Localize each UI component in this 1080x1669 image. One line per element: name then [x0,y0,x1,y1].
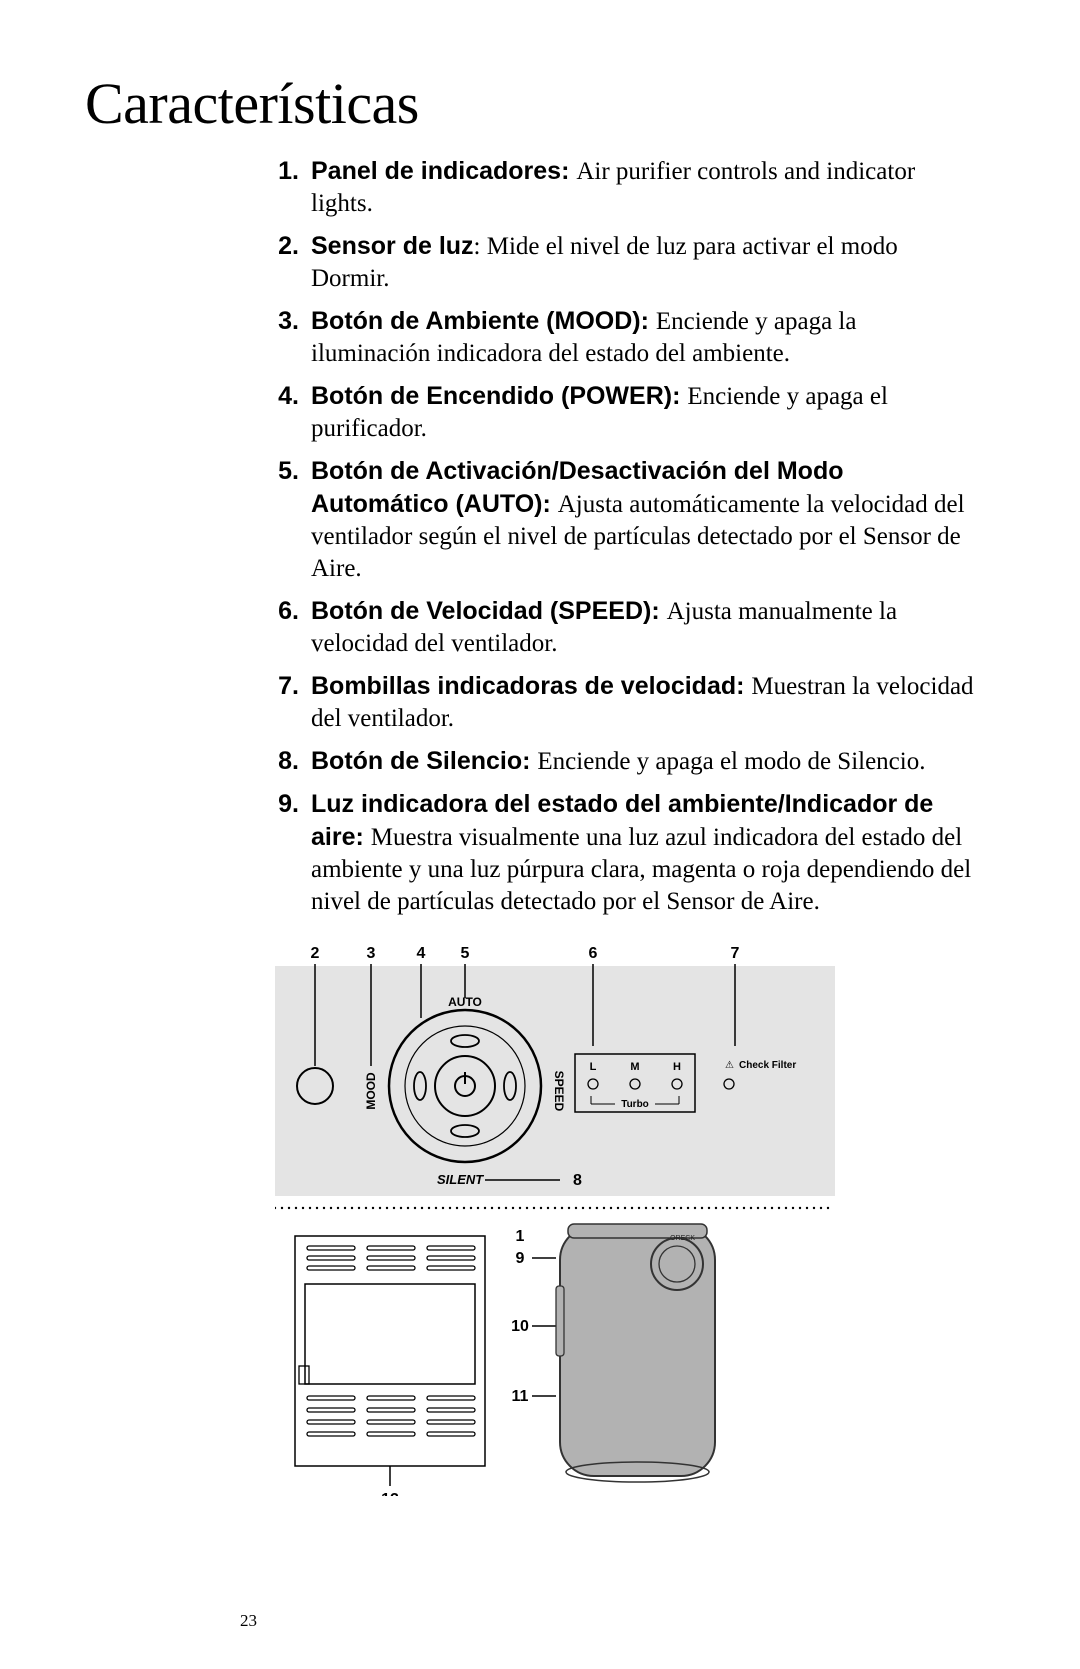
svg-text:Check Filter: Check Filter [739,1060,796,1071]
svg-text:9: 9 [516,1250,525,1267]
page-number: 23 [240,1611,257,1631]
feature-item-number: 3. [275,305,311,370]
svg-text:6: 6 [589,945,598,962]
svg-text:MOOD: MOOD [364,1072,378,1110]
feature-item-body: Botón de Velocidad (SPEED): Ajusta manua… [311,595,975,660]
feature-item-number: 5. [275,455,311,585]
feature-item-label: Bombillas indicadoras de velocidad: [311,672,751,700]
svg-text:H: H [673,1061,681,1073]
feature-item-number: 6. [275,595,311,660]
feature-item-body: Botón de Activación/Desactivación del Mo… [311,455,975,585]
feature-item-label: Botón de Silencio: [311,747,537,775]
feature-item-number: 9. [275,788,311,918]
svg-text:⚠: ⚠ [725,1060,734,1071]
svg-text:M: M [630,1061,639,1073]
svg-text:1: 1 [516,1228,525,1245]
svg-text:SPEED: SPEED [552,1071,566,1112]
feature-list: 1.Panel de indicadores: Air purifier con… [275,155,975,918]
control-panel-diagram: 2 3 4 5 6 7 MOOD AUTO SPEED SILENT 8 L M H Turbo ⚠ Check… [275,936,915,1496]
feature-item-body: Luz indicadora del estado del ambiente/I… [311,788,975,918]
feature-item-number: 8. [275,745,311,778]
svg-text:3: 3 [367,945,376,962]
feature-item: 4.Botón de Encendido (POWER): Enciende y… [275,380,975,445]
feature-item-number: 1. [275,155,311,220]
feature-item-body: Sensor de luz: Mide el nivel de luz para… [311,230,975,295]
feature-item: 2.Sensor de luz: Mide el nivel de luz pa… [275,230,975,295]
svg-text:ORECK: ORECK [670,1235,695,1242]
feature-item: 7.Bombillas indicadoras de velocidad: Mu… [275,670,975,735]
svg-text:SILENT: SILENT [437,1172,484,1187]
feature-item-body: Bombillas indicadoras de velocidad: Mues… [311,670,975,735]
svg-text:5: 5 [461,945,470,962]
feature-item: 1.Panel de indicadores: Air purifier con… [275,155,975,220]
feature-item: 9.Luz indicadora del estado del ambiente… [275,788,975,918]
diagram-area: 2 3 4 5 6 7 MOOD AUTO SPEED SILENT 8 L M H Turbo ⚠ Check… [275,936,995,1501]
feature-item-body: Panel de indicadores: Air purifier contr… [311,155,975,220]
feature-item: 6.Botón de Velocidad (SPEED): Ajusta man… [275,595,975,660]
feature-item-label: Sensor de luz [311,232,474,260]
svg-text:2: 2 [311,945,320,962]
feature-item-body: Botón de Silencio: Enciende y apaga el m… [311,745,975,778]
svg-text:L: L [590,1061,597,1073]
feature-item-label: Botón de Velocidad (SPEED): [311,597,667,625]
feature-item-number: 4. [275,380,311,445]
svg-text:12: 12 [381,1491,399,1496]
feature-item-number: 7. [275,670,311,735]
feature-item-body: Botón de Encendido (POWER): Enciende y a… [311,380,975,445]
svg-text:AUTO: AUTO [448,995,482,1009]
feature-item: 5.Botón de Activación/Desactivación del … [275,455,975,585]
svg-text:8: 8 [573,1172,582,1189]
feature-item-label: Panel de indicadores: [311,157,576,185]
feature-item-label: Botón de Encendido (POWER): [311,382,687,410]
svg-text:Turbo: Turbo [621,1099,649,1110]
svg-text:11: 11 [512,1388,529,1405]
svg-text:10: 10 [511,1318,529,1335]
page-title: Características [85,70,995,137]
feature-item-body: Botón de Ambiente (MOOD): Enciende y apa… [311,305,975,370]
feature-item: 8.Botón de Silencio: Enciende y apaga el… [275,745,975,778]
svg-text:4: 4 [417,945,426,962]
feature-item: 3.Botón de Ambiente (MOOD): Enciende y a… [275,305,975,370]
svg-text:7: 7 [731,945,740,962]
feature-item-desc: Muestra visualmente una luz azul indicad… [311,824,971,915]
feature-item-number: 2. [275,230,311,295]
feature-item-label: Botón de Ambiente (MOOD): [311,307,656,335]
feature-item-desc: Enciende y apaga el modo de Silencio. [537,748,925,775]
